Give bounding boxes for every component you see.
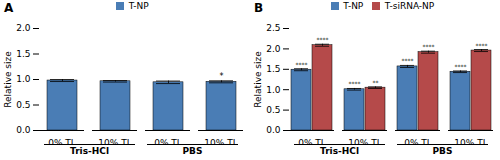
svg-text:****: **** [423,43,435,50]
html-text:T-NP: T-NP [128,0,149,11]
svg-text:****: **** [349,80,361,87]
svg-text:0.5: 0.5 [266,105,280,115]
svg-text:0.0: 0.0 [266,125,281,135]
html-text:A: A [4,1,14,15]
svg-text:****: **** [296,61,308,68]
svg-text:****: **** [317,36,329,43]
svg-text:2.0: 2.0 [266,44,281,54]
svg-text:2.0: 2.0 [16,23,31,33]
svg-text:**: ** [373,79,379,86]
svg-text:1.5: 1.5 [16,49,30,59]
svg-text:****: **** [455,63,467,70]
svg-text:1.0: 1.0 [16,74,31,84]
svg-text:2.5: 2.5 [266,23,280,33]
svg-text:0.0: 0.0 [16,125,31,135]
svg-text:****: **** [402,57,414,64]
svg-text:1.5: 1.5 [266,64,280,74]
html-text:Tris-HCl: Tris-HCl [320,146,359,156]
html-text:Tris-HCl: Tris-HCl [70,146,109,156]
svg-text:****: **** [476,42,488,49]
svg-text:Relative size: Relative size [253,51,263,108]
html-text:T-siRNA-NP: T-siRNA-NP [384,0,435,11]
html-text:T-NP: T-NP [343,0,364,11]
html-text:PBS: PBS [182,146,203,156]
html-text:PBS: PBS [432,146,453,156]
svg-text:0.5: 0.5 [16,100,30,110]
svg-text:1.0: 1.0 [266,85,281,95]
svg-text:*: * [220,72,224,81]
html-text:B: B [254,1,264,15]
svg-text:Relative size: Relative size [3,51,13,108]
